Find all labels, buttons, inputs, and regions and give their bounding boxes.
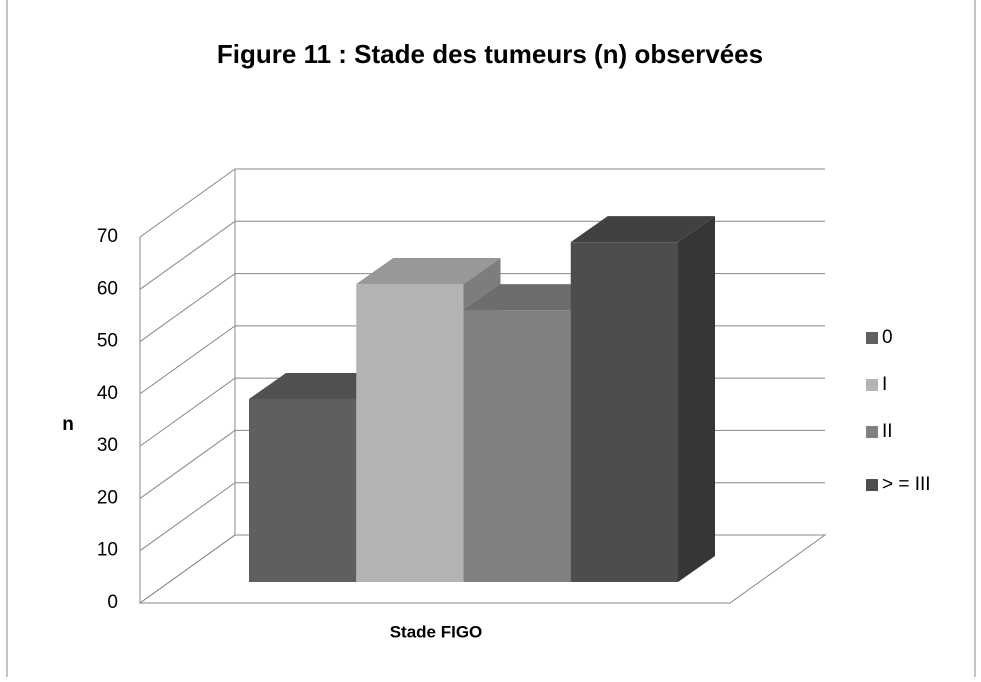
grid-line [139,168,825,238]
y-tick-label: 40 [97,383,118,404]
legend-swatch [866,479,878,491]
y-axis-label: n [62,414,74,435]
legend-label: > = III [882,474,931,495]
bar-side [678,216,715,582]
y-tick-label: 50 [97,331,118,352]
chart-title: Figure 11 : Stade des tumeurs (n) observ… [217,39,763,69]
y-tick-label: 60 [97,278,118,299]
y-tick-label: 70 [97,226,118,247]
x-axis-label: Stade FIGO [390,622,483,641]
legend-label: II [882,421,893,442]
legend-swatch [866,426,878,438]
y-tick-label: 10 [97,540,118,561]
bar [249,399,357,582]
y-tick-label: 0 [107,592,118,613]
bar [356,283,464,582]
bar [570,242,678,582]
legend-swatch [866,332,878,344]
y-tick-label: 20 [97,487,118,508]
y-tick-label: 30 [97,435,118,456]
bar [463,310,571,582]
legend-swatch [866,379,878,391]
legend-label: 0 [882,327,893,348]
legend-label: I [882,374,887,395]
bar-top [356,257,501,284]
bar-top [570,216,715,243]
